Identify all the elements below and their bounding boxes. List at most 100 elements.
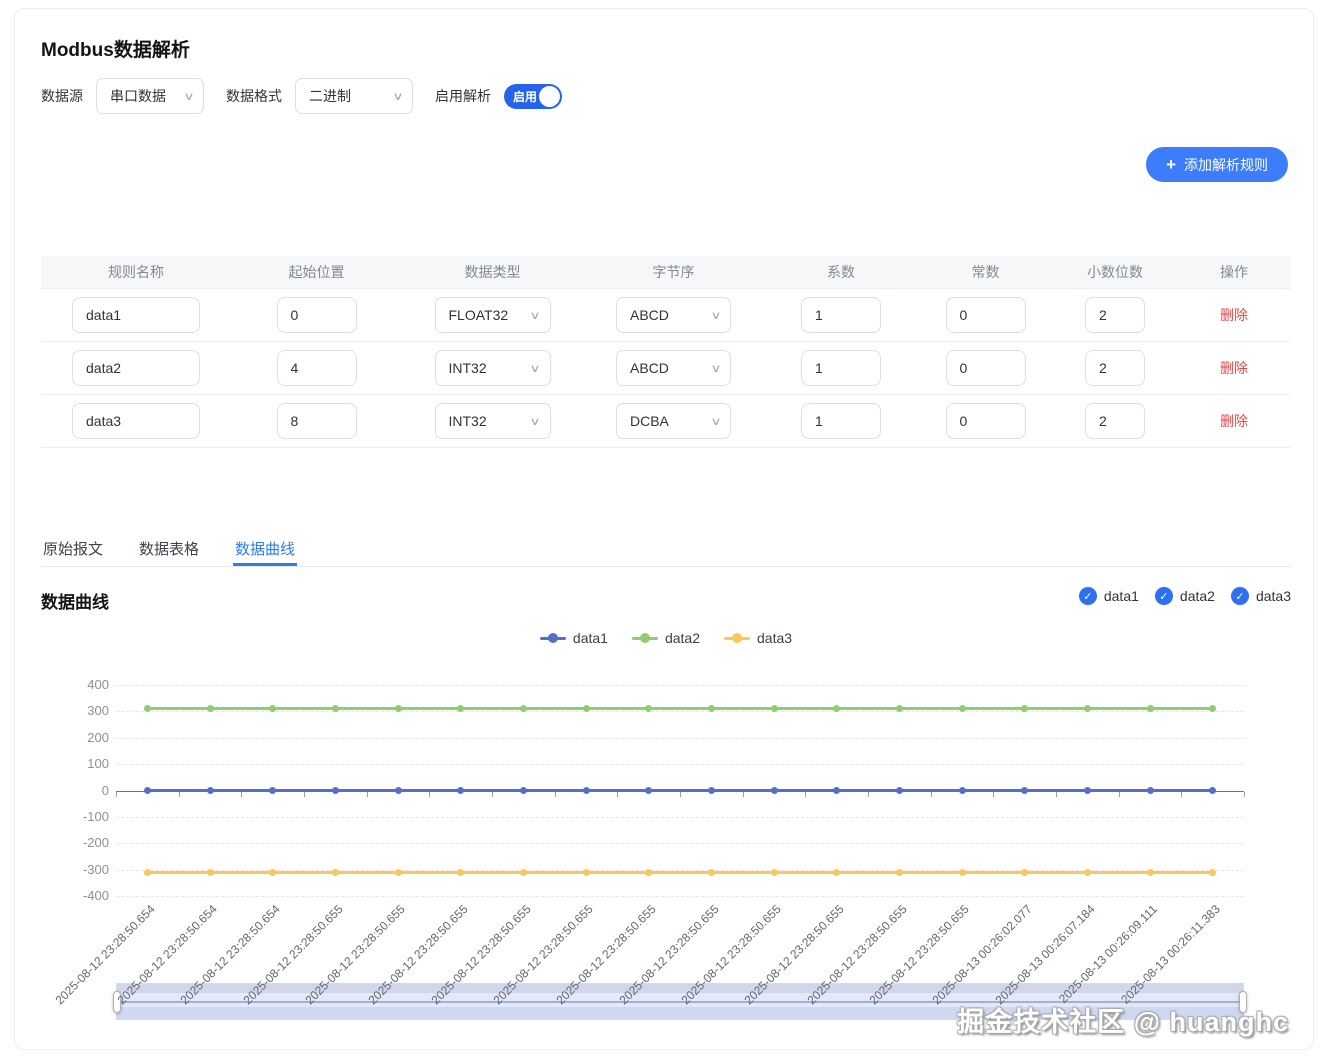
constant-input[interactable] <box>945 403 1026 439</box>
decimals-input[interactable] <box>1085 403 1145 439</box>
series-line-data3 <box>586 870 649 874</box>
series-point-data3 <box>1021 868 1029 876</box>
legend-marker-icon <box>724 633 751 643</box>
start-pos-input[interactable] <box>276 297 357 333</box>
data-type-select[interactable]: INT32 ∨ <box>434 403 551 439</box>
chevron-down-icon: ∨ <box>529 362 542 375</box>
legend-marker-icon <box>539 633 566 643</box>
series-line-data2 <box>210 707 273 711</box>
series-checkbox-data2[interactable]: ✓ data2 <box>1154 587 1215 605</box>
start-pos-input[interactable] <box>276 403 357 439</box>
rule-name-input[interactable] <box>72 403 200 439</box>
enable-parse-toggle[interactable]: 启用 <box>504 83 562 109</box>
series-line-data2 <box>899 707 962 711</box>
datazoom-left-handle[interactable] <box>113 991 121 1013</box>
series-point-data3 <box>269 868 277 876</box>
rule-name-input[interactable] <box>72 350 200 386</box>
chart-section-title: 数据曲线 <box>41 593 109 612</box>
x-axis-tick <box>680 792 681 797</box>
decimals-input[interactable] <box>1085 350 1145 386</box>
series-point-data1 <box>645 787 653 794</box>
series-point-data2 <box>770 705 778 713</box>
y-axis-label: -300 <box>82 861 109 877</box>
tab-data-table[interactable]: 数据表格 <box>139 541 200 558</box>
format-select[interactable]: 二进制 ∨ <box>295 78 413 114</box>
gridline <box>116 896 1244 897</box>
series-line-data3 <box>1087 870 1150 874</box>
byte-order-select[interactable]: DCBA ∨ <box>616 403 731 439</box>
delete-rule-link[interactable]: 删除 <box>1220 360 1248 376</box>
delete-rule-link[interactable]: 删除 <box>1220 413 1248 429</box>
series-line-data1 <box>586 789 649 792</box>
checkbox-checked-icon: ✓ <box>1154 587 1173 605</box>
y-axis-label: 100 <box>87 756 109 772</box>
series-line-data2 <box>335 707 398 711</box>
col-header-data-type: 数据类型 <box>464 264 521 280</box>
legend-item-data1[interactable]: data1 <box>539 630 608 646</box>
tab-data-curve[interactable]: 数据曲线 <box>233 531 298 566</box>
chevron-down-icon: ∨ <box>710 309 722 322</box>
series-point-data1 <box>206 787 214 794</box>
constant-input[interactable] <box>945 297 1026 333</box>
datazoom-slider[interactable] <box>113 983 1247 1020</box>
rules-table-header: 规则名称 起始位置 数据类型 字节序 系数 常数 小数位数 操作 <box>41 256 1291 289</box>
y-axis-label: -200 <box>82 835 109 851</box>
constant-input[interactable] <box>945 350 1026 386</box>
series-checkbox-data1[interactable]: ✓ data1 <box>1078 587 1139 605</box>
series-line-data1 <box>836 789 900 792</box>
byte-order-select[interactable]: ABCD ∨ <box>616 350 731 386</box>
source-select[interactable]: 串口数据 ∨ <box>96 78 204 114</box>
series-point-data3 <box>770 868 778 876</box>
delete-rule-link[interactable]: 删除 <box>1220 307 1248 323</box>
series-line-data2 <box>1150 707 1213 711</box>
x-axis-tick <box>742 792 744 797</box>
datazoom-shadow <box>117 984 1243 993</box>
series-checkbox-data3[interactable]: ✓ data3 <box>1230 587 1291 605</box>
format-select-value: 二进制 <box>309 88 351 104</box>
series-point-data2 <box>143 705 151 713</box>
series-point-data1 <box>582 787 590 794</box>
decimals-input[interactable] <box>1085 297 1145 333</box>
data-type-select[interactable]: FLOAT32 ∨ <box>434 297 551 333</box>
series-point-data1 <box>1146 787 1154 794</box>
gridline <box>116 685 1244 686</box>
series-point-data1 <box>707 787 715 794</box>
rule-name-input[interactable] <box>72 297 200 333</box>
byte-order-select[interactable]: ABCD ∨ <box>616 297 731 333</box>
legend-label: data1 <box>572 630 608 646</box>
coefficient-input[interactable] <box>801 350 881 386</box>
view-tabs: 原始报文 数据表格 数据曲线 <box>41 531 1291 567</box>
legend-item-data3[interactable]: data3 <box>724 630 792 646</box>
x-axis-tick <box>1056 792 1057 797</box>
coefficient-input[interactable] <box>801 403 881 439</box>
series-point-data3 <box>206 868 214 876</box>
y-axis-label: 400 <box>87 677 109 692</box>
tab-raw-message[interactable]: 原始报文 <box>43 541 104 558</box>
data-type-select[interactable]: INT32 ∨ <box>434 350 551 386</box>
series-point-data3 <box>895 868 903 876</box>
series-line-data2 <box>962 707 1025 711</box>
byte-order-value: ABCD <box>630 307 669 323</box>
series-point-data3 <box>457 868 465 876</box>
start-pos-input[interactable] <box>276 350 357 386</box>
source-label: 数据源 <box>41 88 83 104</box>
series-line-data2 <box>836 707 900 711</box>
chart-legend: data1 data2 data3 <box>41 630 1291 646</box>
series-line-data1 <box>1024 789 1088 792</box>
series-line-data2 <box>711 707 774 711</box>
add-rule-button[interactable]: + 添加解析规则 <box>1146 147 1288 182</box>
chevron-down-icon: ∨ <box>710 415 722 428</box>
series-line-data3 <box>210 870 273 874</box>
series-point-data3 <box>519 868 527 876</box>
data-type-value: INT32 <box>448 413 487 429</box>
chevron-down-icon: ∨ <box>392 90 404 103</box>
col-header-constant: 常数 <box>971 264 1000 280</box>
coefficient-input[interactable] <box>801 297 881 333</box>
y-axis-label: -400 <box>82 888 109 903</box>
series-point-data2 <box>457 705 465 713</box>
legend-item-data2[interactable]: data2 <box>631 630 700 646</box>
series-point-data2 <box>958 705 966 713</box>
data-type-value: FLOAT32 <box>448 307 509 323</box>
series-point-data1 <box>143 787 151 794</box>
datazoom-right-handle[interactable] <box>1239 991 1247 1013</box>
